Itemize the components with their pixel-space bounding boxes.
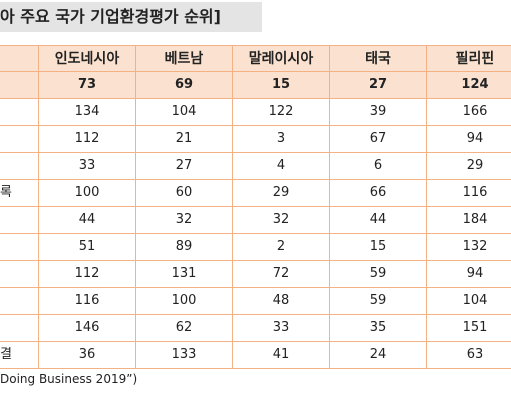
column-header: 베트남 <box>135 46 232 72</box>
table-row: 결 36 133 41 24 63 <box>0 342 511 369</box>
rank-cell: 124 <box>426 72 511 98</box>
column-header: 말레이시아 <box>232 46 329 72</box>
rank-cell: 29 <box>426 153 511 179</box>
row-label <box>0 207 38 233</box>
rank-cell: 94 <box>426 126 511 152</box>
rank-cell: 35 <box>329 315 426 341</box>
rank-cell: 24 <box>329 342 426 368</box>
rank-cell: 51 <box>38 234 135 260</box>
rank-cell: 100 <box>38 180 135 206</box>
rank-cell: 146 <box>38 315 135 341</box>
source-note: Doing Business 2019”) <box>0 372 138 386</box>
row-label: 록 <box>0 185 12 200</box>
row-label <box>0 234 38 260</box>
table-row: 33 27 4 6 29 <box>0 153 511 180</box>
rank-cell: 15 <box>329 234 426 260</box>
rank-cell: 69 <box>135 72 232 98</box>
rank-cell: 41 <box>232 342 329 368</box>
rank-cell: 112 <box>38 261 135 287</box>
rank-cell: 3 <box>232 126 329 152</box>
column-header: 태국 <box>329 46 426 72</box>
rank-cell: 63 <box>426 342 511 368</box>
rank-cell: 59 <box>329 288 426 314</box>
row-label <box>0 315 38 341</box>
rank-cell: 27 <box>135 153 232 179</box>
table-row: 51 89 2 15 132 <box>0 234 511 261</box>
column-header: 필리핀 <box>426 46 511 72</box>
rank-cell: 33 <box>232 315 329 341</box>
rank-cell: 72 <box>232 261 329 287</box>
table-row: 112 21 3 67 94 <box>0 126 511 153</box>
rank-cell: 15 <box>232 72 329 98</box>
header-label <box>0 46 38 72</box>
rank-cell: 112 <box>38 126 135 152</box>
rank-cell: 104 <box>135 99 232 125</box>
rank-cell: 44 <box>329 207 426 233</box>
rank-cell: 2 <box>232 234 329 260</box>
rank-cell: 122 <box>232 99 329 125</box>
rank-cell: 29 <box>232 180 329 206</box>
rank-cell: 32 <box>135 207 232 233</box>
rank-cell: 89 <box>135 234 232 260</box>
row-label <box>0 99 38 125</box>
table-row: 44 32 32 44 184 <box>0 207 511 234</box>
rank-cell: 67 <box>329 126 426 152</box>
row-label <box>0 153 38 179</box>
rank-cell: 66 <box>329 180 426 206</box>
rank-cell: 94 <box>426 261 511 287</box>
table-row: 112 131 72 59 94 <box>0 261 511 288</box>
rank-cell: 32 <box>232 207 329 233</box>
table-row: 116 100 48 59 104 <box>0 288 511 315</box>
rank-cell: 100 <box>135 288 232 314</box>
rank-cell: 116 <box>426 180 511 206</box>
table-row: 73 69 15 27 124 <box>0 72 511 99</box>
row-label: 결 <box>0 347 12 362</box>
rank-cell: 62 <box>135 315 232 341</box>
table-row: 146 62 33 35 151 <box>0 315 511 342</box>
rank-cell: 36 <box>38 342 135 368</box>
ranking-table: 인도네시아 베트남 말레이시아 태국 필리핀 73 69 15 27 124 134 104 122 39… <box>0 45 511 369</box>
row-label <box>0 72 38 98</box>
rank-cell: 60 <box>135 180 232 206</box>
table-row: 134 104 122 39 166 <box>0 99 511 126</box>
rank-cell: 132 <box>426 234 511 260</box>
rank-cell: 184 <box>426 207 511 233</box>
rank-cell: 33 <box>38 153 135 179</box>
rank-cell: 39 <box>329 99 426 125</box>
rank-cell: 133 <box>135 342 232 368</box>
rank-cell: 27 <box>329 72 426 98</box>
rank-cell: 73 <box>38 72 135 98</box>
rank-cell: 166 <box>426 99 511 125</box>
rank-cell: 116 <box>38 288 135 314</box>
rank-cell: 48 <box>232 288 329 314</box>
rank-cell: 59 <box>329 261 426 287</box>
table-title: 아 주요 국가 기업환경평가 순위] <box>0 2 262 32</box>
rank-cell: 134 <box>38 99 135 125</box>
rank-cell: 4 <box>232 153 329 179</box>
rank-cell: 6 <box>329 153 426 179</box>
rank-cell: 44 <box>38 207 135 233</box>
table-row: 록 100 60 29 66 116 <box>0 180 511 207</box>
rank-cell: 21 <box>135 126 232 152</box>
rank-cell: 104 <box>426 288 511 314</box>
rank-cell: 151 <box>426 315 511 341</box>
header-row: 인도네시아 베트남 말레이시아 태국 필리핀 <box>0 45 511 72</box>
row-label <box>0 288 38 314</box>
column-header: 인도네시아 <box>38 46 135 72</box>
row-label <box>0 126 38 152</box>
row-label <box>0 261 38 287</box>
rank-cell: 131 <box>135 261 232 287</box>
